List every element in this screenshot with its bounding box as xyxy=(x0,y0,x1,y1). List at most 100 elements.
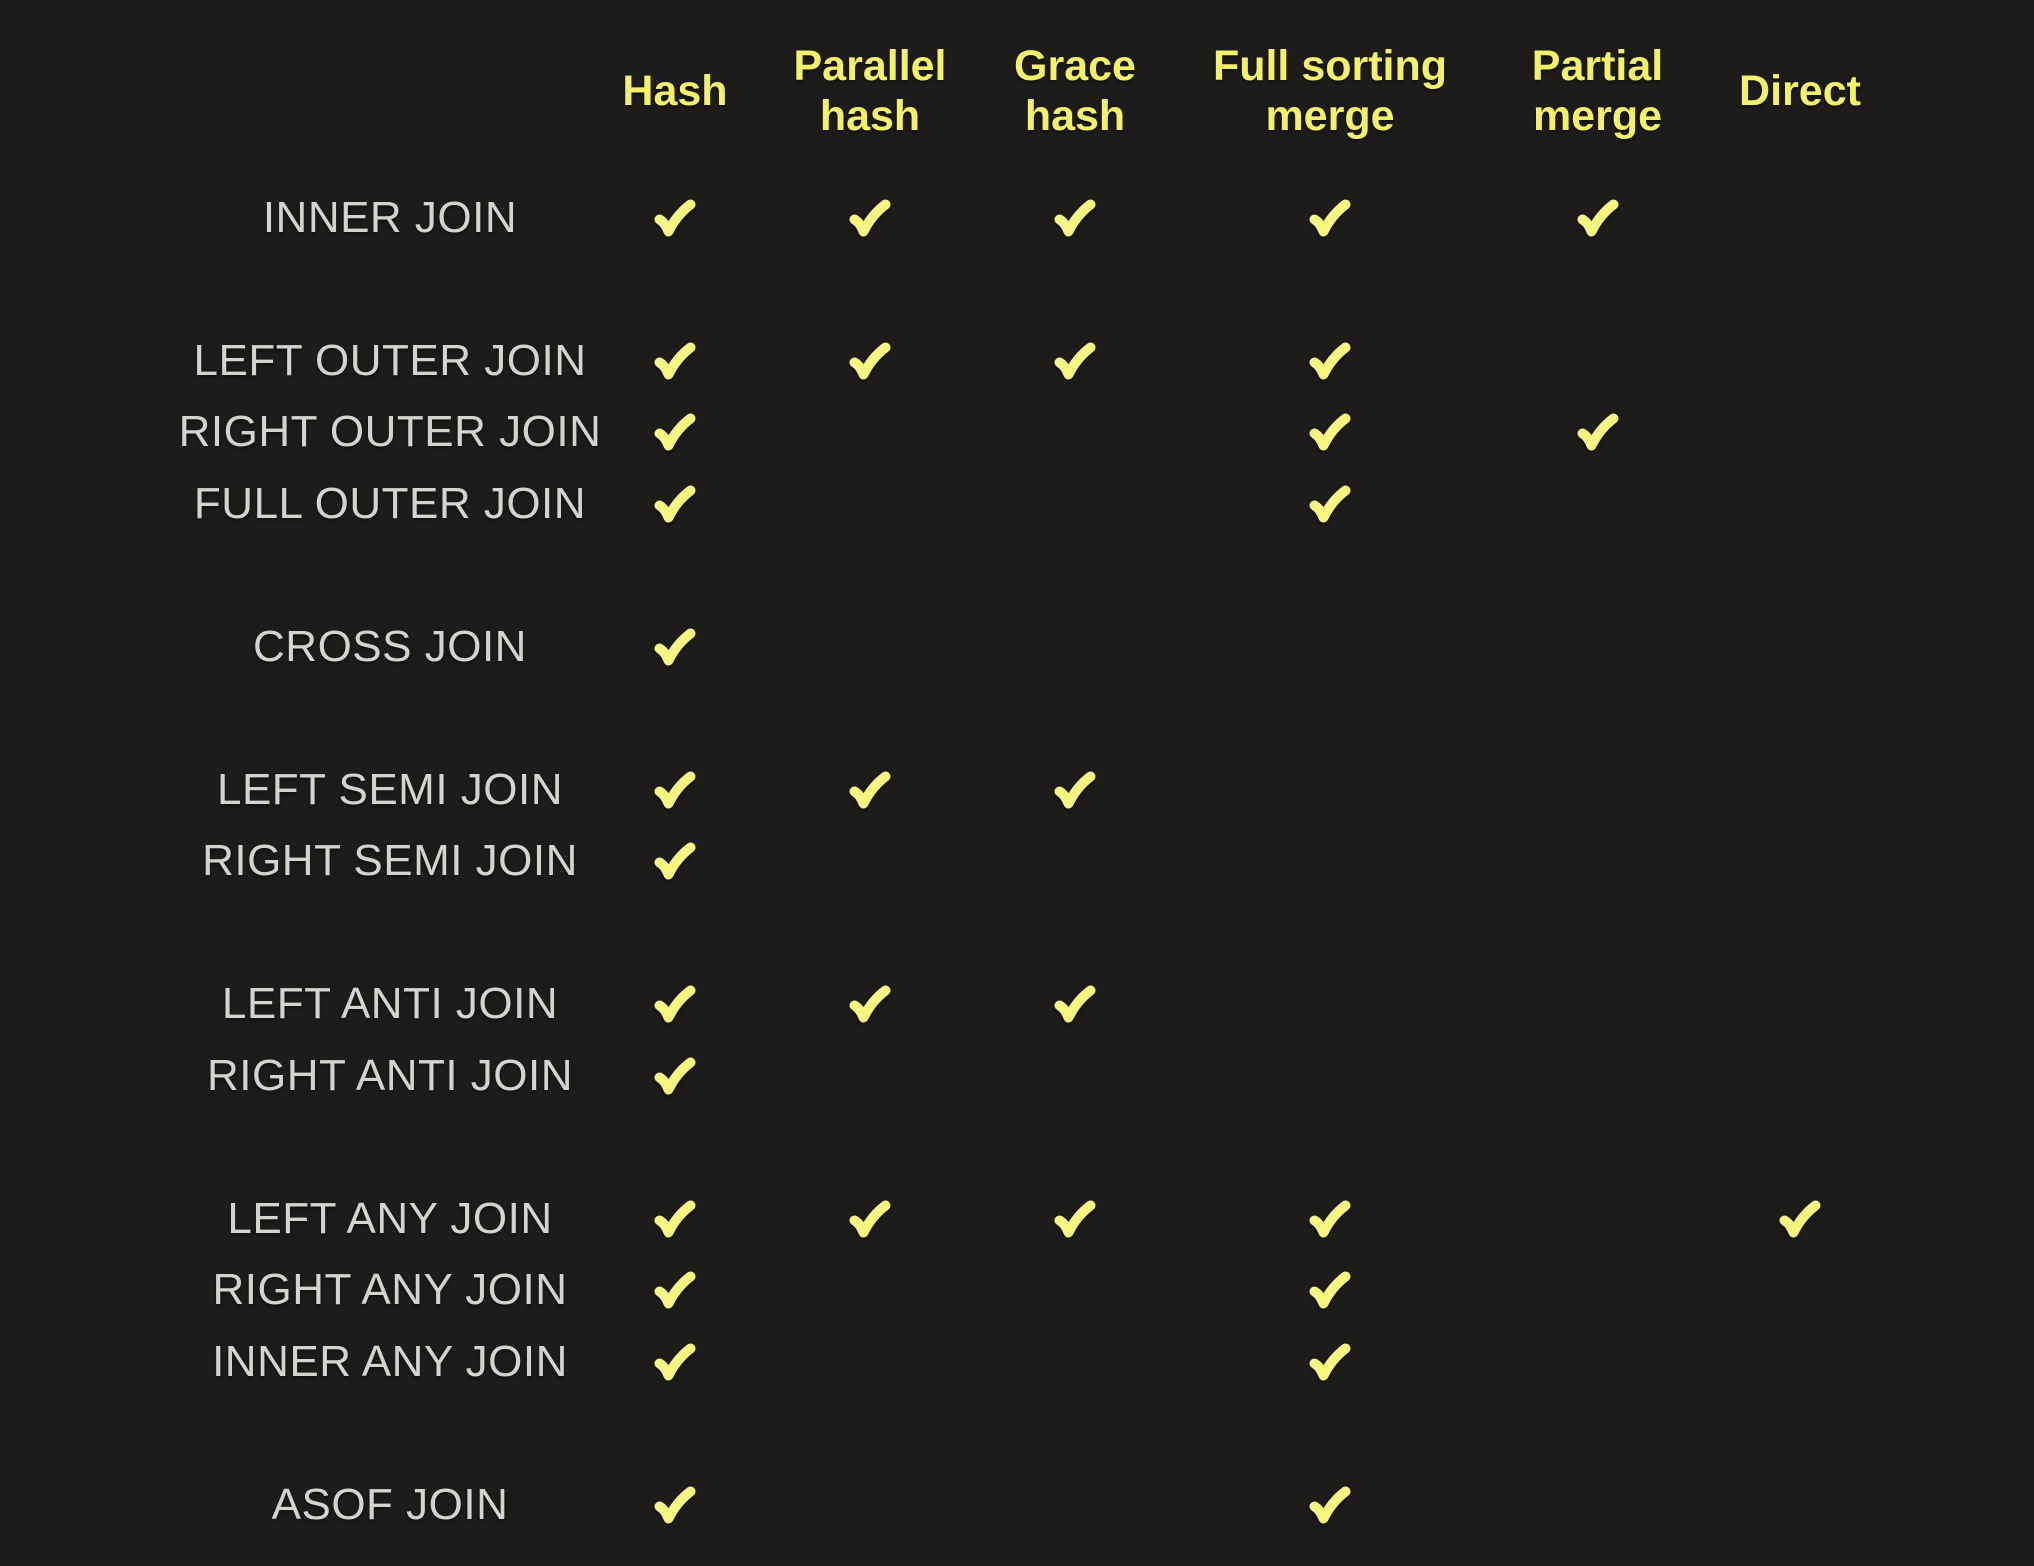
group-spacer xyxy=(0,1112,1935,1184)
check-cell xyxy=(630,1057,720,1095)
group-spacer xyxy=(0,683,1935,755)
check-cell xyxy=(630,1200,720,1238)
check-cell xyxy=(720,985,1020,1023)
table-row: ASOF JOIN xyxy=(0,1469,1935,1541)
check-icon xyxy=(654,1271,696,1309)
check-icon xyxy=(1577,413,1618,451)
check-cell xyxy=(1130,1343,1530,1381)
check-icon xyxy=(1054,342,1096,380)
check-icon xyxy=(654,1057,696,1095)
column-header-label: Parallel xyxy=(793,42,947,90)
check-icon xyxy=(849,985,891,1023)
check-icon xyxy=(1054,1200,1096,1238)
check-icon xyxy=(654,985,696,1023)
check-cell xyxy=(1130,485,1530,523)
check-cell xyxy=(630,842,720,880)
check-icon xyxy=(654,199,696,237)
group-spacer xyxy=(0,540,1935,612)
group-spacer xyxy=(0,897,1935,969)
row-label: LEFT ANY JOIN xyxy=(227,1193,553,1243)
check-cell xyxy=(1020,771,1130,809)
check-cell xyxy=(630,628,720,666)
row-label: RIGHT ANY JOIN xyxy=(212,1265,568,1315)
check-cell xyxy=(630,985,720,1023)
check-icon xyxy=(654,1200,696,1238)
check-icon xyxy=(1309,1271,1351,1309)
check-icon xyxy=(849,1200,891,1238)
check-icon xyxy=(1309,342,1351,380)
check-icon xyxy=(849,199,891,237)
column-header-partial-merge: Partial merge xyxy=(1530,41,1665,141)
table-row: INNER JOIN xyxy=(0,182,1935,254)
check-cell xyxy=(1130,342,1530,380)
check-cell xyxy=(1130,1486,1530,1524)
check-cell xyxy=(1020,985,1130,1023)
check-cell xyxy=(630,1486,720,1524)
check-cell xyxy=(630,1271,720,1309)
check-cell xyxy=(720,771,1020,809)
check-icon xyxy=(654,1486,696,1524)
table-row: RIGHT ANY JOIN xyxy=(0,1255,1935,1327)
column-header-parallel-hash: Parallel hash xyxy=(720,41,1020,141)
check-icon xyxy=(1309,413,1351,451)
check-cell xyxy=(720,199,1020,237)
column-header-label: merge xyxy=(1265,92,1395,140)
check-icon xyxy=(1309,199,1351,237)
check-cell xyxy=(1020,199,1130,237)
table-row: INNER ANY JOIN xyxy=(0,1326,1935,1398)
column-header-full-sorting-merge: Full sorting merge xyxy=(1130,41,1530,141)
check-icon xyxy=(1309,1343,1351,1381)
check-cell xyxy=(630,1343,720,1381)
table-row: FULL OUTER JOIN xyxy=(0,468,1935,540)
table-row: LEFT ANTI JOIN xyxy=(0,969,1935,1041)
table-row: LEFT ANY JOIN xyxy=(0,1183,1935,1255)
check-icon xyxy=(1779,1200,1821,1238)
check-icon xyxy=(1054,771,1096,809)
join-matrix: Hash Parallel hash Grace hash Full sorting mer… xyxy=(0,0,1935,1541)
column-header-label: hash xyxy=(819,92,921,140)
column-header-label: merge xyxy=(1532,92,1663,140)
check-cell xyxy=(1020,1200,1130,1238)
check-icon xyxy=(654,771,696,809)
table-row: RIGHT ANTI JOIN xyxy=(0,1040,1935,1112)
table-row: RIGHT OUTER JOIN xyxy=(0,397,1935,469)
check-cell xyxy=(1130,199,1530,237)
check-icon xyxy=(1309,1200,1351,1238)
check-cell xyxy=(630,413,720,451)
column-header-row: Hash Parallel hash Grace hash Full sorting mer… xyxy=(0,0,1935,182)
row-label: INNER JOIN xyxy=(262,192,518,242)
check-cell xyxy=(630,771,720,809)
check-cell xyxy=(630,199,720,237)
table-row: LEFT SEMI JOIN xyxy=(0,754,1935,826)
row-label: LEFT SEMI JOIN xyxy=(216,764,564,814)
row-label: LEFT OUTER JOIN xyxy=(193,335,587,385)
column-header-direct: Direct xyxy=(1665,66,1935,116)
check-icon xyxy=(654,628,696,666)
row-label: LEFT ANTI JOIN xyxy=(221,979,559,1029)
check-cell xyxy=(720,342,1020,380)
check-cell xyxy=(1530,413,1665,451)
check-cell xyxy=(630,342,720,380)
check-icon xyxy=(1309,1486,1351,1524)
check-icon xyxy=(654,342,696,380)
check-icon xyxy=(654,485,696,523)
check-icon xyxy=(849,342,891,380)
table-row: CROSS JOIN xyxy=(0,611,1935,683)
row-label: RIGHT SEMI JOIN xyxy=(202,836,578,886)
check-cell xyxy=(1130,1271,1530,1309)
row-label: CROSS JOIN xyxy=(253,621,527,671)
check-icon xyxy=(1054,199,1096,237)
row-label: FULL OUTER JOIN xyxy=(193,478,587,528)
row-label: ASOF JOIN xyxy=(271,1479,509,1529)
check-cell xyxy=(1020,342,1130,380)
check-icon xyxy=(654,842,696,880)
column-header-hash: Hash xyxy=(622,66,727,116)
check-cell xyxy=(1130,413,1530,451)
column-header-grace-hash: Grace hash xyxy=(1014,41,1136,141)
check-icon xyxy=(654,1343,696,1381)
column-header-label: Direct xyxy=(1739,67,1861,115)
check-cell xyxy=(1665,1200,1935,1238)
group-spacer xyxy=(0,1398,1935,1470)
column-header-label: Full sorting xyxy=(1212,42,1448,90)
